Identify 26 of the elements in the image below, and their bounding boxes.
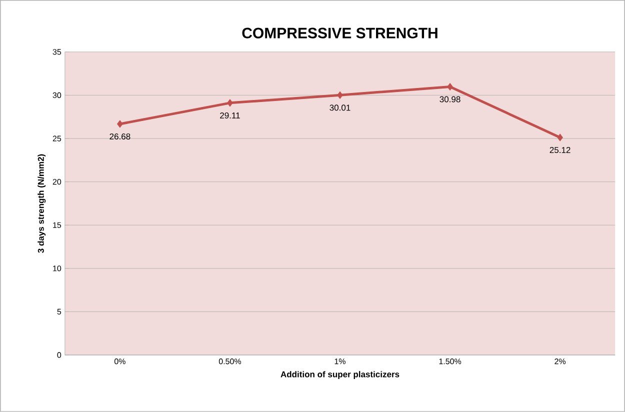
point: [447, 83, 453, 91]
x-tick-label: 0%: [114, 358, 126, 364]
x-tick-label: 1.50%: [439, 358, 462, 364]
x-tick-label: 2%: [554, 358, 566, 364]
x-axis-title: Addition of super plasticizers: [280, 371, 400, 380]
data-label: 30.98: [440, 96, 460, 102]
data-label: 29.11: [220, 112, 240, 118]
y-tick-label: 15: [53, 222, 62, 228]
chart-title: COMPRESSIVE STRENGTH: [242, 28, 438, 38]
point: [227, 99, 233, 107]
y-tick-label: 30: [52, 92, 62, 98]
y-tick-label: 25: [52, 136, 62, 142]
data-label: 25.12: [550, 147, 570, 154]
point: [117, 120, 123, 128]
point: [337, 91, 343, 99]
x-tick-label: 1%: [334, 358, 346, 364]
y-tick-label: 5: [57, 308, 62, 315]
x-tick-label: 0.50%: [218, 358, 242, 364]
data-label: 26.68: [110, 134, 130, 140]
y-tick-label: 0: [57, 352, 62, 358]
y-tick-label: 35: [52, 49, 62, 55]
data-label: 30.01: [330, 104, 350, 111]
y-tick-label: 20: [52, 179, 62, 185]
point: [557, 134, 563, 142]
y-tick-label: 10: [53, 266, 62, 272]
y-axis-title: 3 days strength (N/mm2): [38, 154, 46, 253]
